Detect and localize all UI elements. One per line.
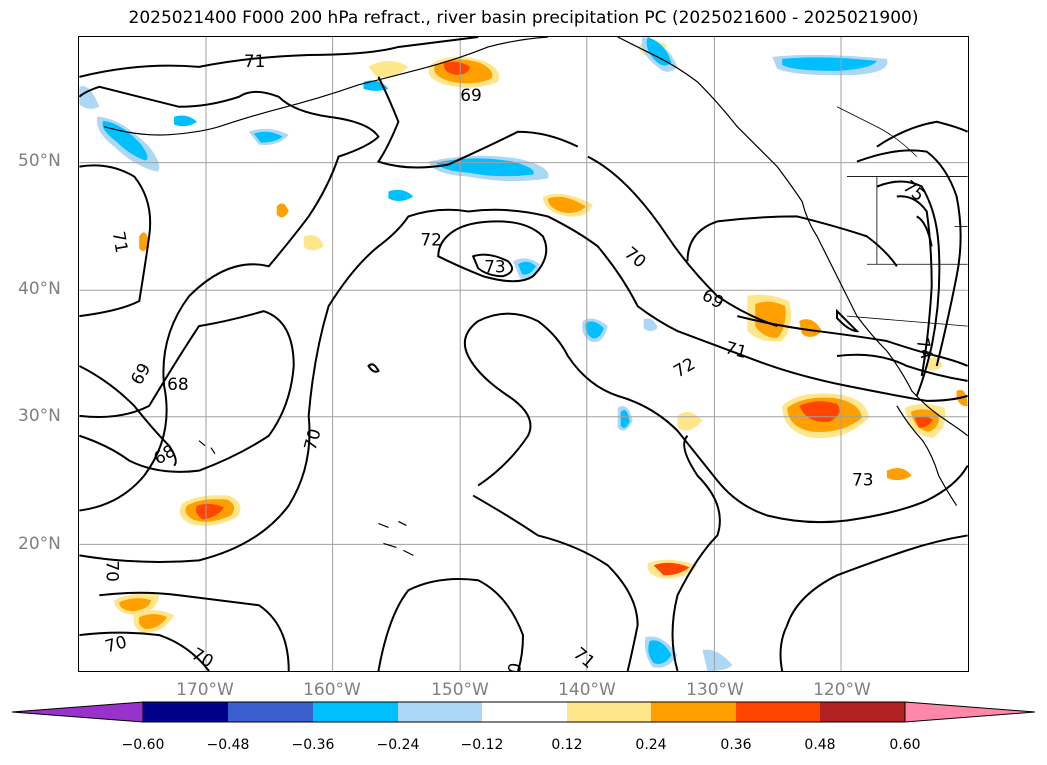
lat-label-30n: 30°N — [18, 406, 61, 426]
positive-anomaly — [755, 301, 786, 339]
colorbar-segment — [482, 702, 567, 722]
positive-anomaly — [914, 416, 933, 428]
negative-anomaly — [253, 131, 283, 143]
refractivity-contours — [79, 37, 968, 671]
contour-label: 68 — [167, 374, 189, 394]
contour-label: 73 — [852, 470, 874, 490]
negative-anomaly — [646, 37, 672, 66]
colorbar-tick: −0.12 — [460, 737, 504, 753]
lon-label-170w: 170°W — [176, 680, 234, 700]
colorbar-segment — [651, 702, 736, 722]
positive-anomaly — [886, 468, 912, 481]
colorbar-segment — [398, 702, 482, 722]
contour-label: 70 — [188, 643, 217, 671]
negative-anomaly — [174, 115, 198, 127]
map-title: 2025021400 F000 200 hPa refract., river … — [128, 8, 919, 28]
lat-label-40n: 40°N — [18, 279, 61, 299]
contour-label: 71 — [723, 337, 749, 362]
contour-label: 69 — [460, 85, 482, 105]
positive-anomaly — [799, 319, 823, 337]
colorbar-segment — [567, 702, 651, 722]
lat-label-20n: 20°N — [18, 534, 61, 554]
colorbar-tick: 0.36 — [720, 737, 752, 753]
positive-anomaly — [119, 598, 152, 612]
positive-anomaly — [547, 196, 586, 213]
colorbar-tick: −0.48 — [206, 737, 250, 753]
contour-label: 69 — [126, 359, 154, 388]
contour-label: 75 — [899, 176, 928, 205]
colorbar-tick: 0.60 — [889, 737, 921, 753]
colorbar — [11, 701, 1036, 723]
lat-label-50n: 50°N — [18, 151, 61, 171]
contour-label: 70 — [102, 560, 122, 582]
positive-anomaly — [368, 60, 409, 78]
negative-anomaly — [388, 189, 414, 202]
lon-label-140w: 140°W — [558, 680, 616, 700]
negative-anomaly — [620, 410, 630, 429]
negative-anomaly — [79, 86, 100, 109]
contour-label: 0 — [504, 661, 526, 672]
coastlines — [104, 37, 968, 556]
colorbar-tick: −0.60 — [121, 737, 165, 753]
contour-label: 71 — [109, 230, 132, 255]
contour-label: 71 — [244, 51, 266, 71]
negative-anomaly — [702, 649, 733, 671]
lon-label-160w: 160°W — [303, 680, 361, 700]
positive-anomaly — [677, 411, 703, 431]
lon-label-120w: 120°W — [813, 680, 871, 700]
contour-label: 70 — [621, 242, 650, 271]
colorbar-tick: 0.48 — [804, 737, 836, 753]
contour-label: 70 — [300, 426, 325, 452]
negative-anomaly — [782, 57, 877, 71]
colorbar-tick: −0.36 — [291, 737, 335, 753]
negative-anomaly — [518, 261, 536, 275]
contour-label: 69 — [699, 285, 728, 313]
colorbar-segment — [143, 702, 228, 722]
map-panel: 71 69 72 73 70 69 71 72 71 68 69 68 70 7… — [78, 36, 969, 672]
contour-label: 73 — [484, 256, 506, 276]
negative-anomaly — [363, 80, 389, 91]
lon-label-150w: 150°W — [431, 680, 489, 700]
positive-anomaly — [276, 203, 289, 218]
negative-anomaly — [648, 640, 672, 665]
contour-label: 72 — [670, 353, 699, 381]
contour-label: 70 — [103, 631, 129, 656]
contour-labels: 71 69 72 73 70 69 71 72 71 68 69 68 70 7… — [102, 51, 937, 672]
colorbar-extend-low — [11, 701, 144, 723]
negative-anomaly — [643, 318, 658, 332]
positive-anomaly — [303, 235, 324, 251]
contour-label: 71 — [570, 643, 599, 672]
negative-anomaly — [102, 120, 148, 161]
positive-anomaly — [653, 562, 690, 576]
positive-anomaly — [195, 503, 224, 520]
colorbar-extend-high — [904, 701, 1036, 723]
positive-anomaly — [444, 61, 471, 75]
colorbar-segment — [820, 702, 905, 722]
contour-label: 72 — [420, 229, 442, 249]
shaded-anomalies — [79, 37, 968, 671]
lon-label-130w: 130°W — [686, 680, 744, 700]
colorbar-segment — [736, 702, 820, 722]
positive-anomaly — [138, 614, 168, 630]
negative-anomaly — [585, 321, 604, 339]
colorbar-tick: −0.24 — [376, 737, 420, 753]
colorbar-tick: 0.12 — [551, 737, 583, 753]
positive-anomaly — [139, 232, 150, 252]
colorbar-tick: 0.24 — [635, 737, 667, 753]
colorbar-segment — [228, 702, 313, 722]
colorbar-segment — [313, 702, 398, 722]
graticule — [79, 37, 968, 671]
